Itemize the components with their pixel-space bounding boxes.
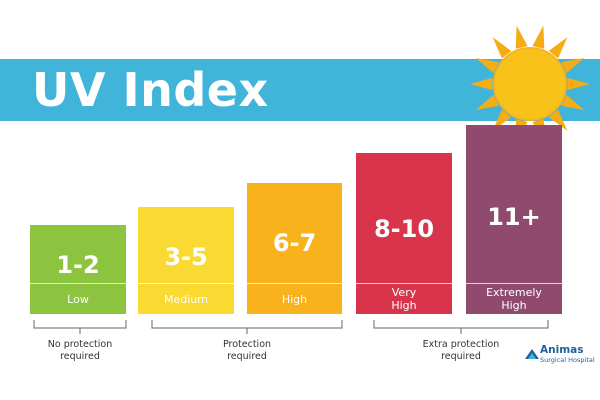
bar-divider bbox=[466, 283, 562, 284]
logo-subname: Surgical Hospital bbox=[540, 356, 595, 364]
sun-ray bbox=[567, 77, 590, 91]
uv-level-extremely-high: 11+ Extremely High bbox=[466, 125, 562, 314]
uv-level-high: 6-7 High bbox=[247, 183, 342, 314]
sun-ray bbox=[470, 77, 493, 91]
uv-range: 8-10 bbox=[373, 215, 435, 243]
bar-divider bbox=[138, 283, 234, 284]
bar-divider bbox=[247, 283, 342, 284]
sun-ray bbox=[561, 58, 585, 74]
sun-ray bbox=[548, 37, 568, 59]
group-label-protection: Protection required bbox=[222, 339, 272, 362]
sun-ray bbox=[532, 25, 545, 49]
sun-ray bbox=[475, 58, 499, 74]
bar-divider bbox=[30, 283, 126, 284]
uv-level-very-high: 8-10 Very High bbox=[356, 153, 452, 314]
sun-ray bbox=[492, 37, 512, 59]
uv-level-label: Low bbox=[67, 292, 89, 306]
uv-range: 6-7 bbox=[272, 229, 317, 257]
sun-ray bbox=[475, 94, 499, 110]
uv-range: 11+ bbox=[487, 203, 541, 231]
sun-ray bbox=[548, 109, 568, 131]
uv-level-label: Extremely High bbox=[486, 286, 542, 312]
bar-divider bbox=[356, 283, 452, 284]
sun-ray bbox=[515, 25, 528, 49]
uv-range: 3-5 bbox=[164, 243, 208, 271]
uv-level-label: High bbox=[281, 292, 308, 306]
page-title: UV Index bbox=[32, 63, 269, 117]
group-label-no-protection: No protection required bbox=[47, 339, 113, 362]
uv-level-medium: 3-5 Medium bbox=[138, 207, 234, 314]
uv-level-label: Medium bbox=[164, 292, 208, 306]
logo-mark-icon bbox=[525, 349, 539, 359]
group-label-extra-protection: Extra protection required bbox=[422, 339, 500, 362]
sun-ray bbox=[561, 94, 585, 110]
hospital-logo: Animas Surgical Hospital bbox=[524, 344, 600, 366]
uv-level-low: 1-2 Low bbox=[30, 225, 126, 314]
logo-name: Animas bbox=[540, 344, 584, 356]
uv-level-label: Very High bbox=[391, 286, 417, 312]
uv-range: 1-2 bbox=[56, 251, 100, 279]
